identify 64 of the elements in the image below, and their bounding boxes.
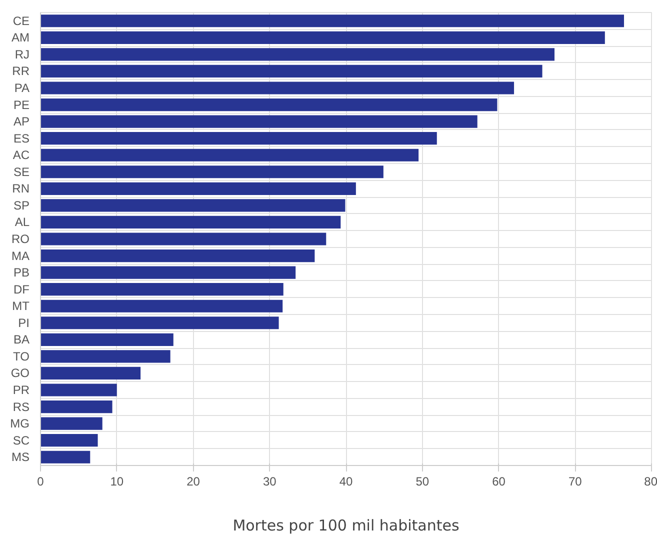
- bar: [40, 64, 542, 78]
- y-tick-label: AL: [14, 215, 30, 230]
- y-tick-label: AM: [12, 30, 30, 45]
- x-tick-label: 20: [186, 474, 200, 488]
- bar: [40, 450, 90, 464]
- x-tick-label: 10: [110, 474, 124, 488]
- bar: [40, 249, 315, 262]
- y-tick-label: RJ: [14, 47, 30, 62]
- bar: [40, 300, 283, 312]
- y-tick-label: SC: [12, 433, 30, 448]
- bar: [40, 232, 326, 246]
- y-tick-label: ES: [13, 131, 30, 146]
- y-tick-label: MA: [12, 248, 30, 263]
- bar: [40, 266, 296, 279]
- x-tick-label: 80: [644, 474, 657, 488]
- bar: [40, 166, 384, 178]
- bar: [40, 132, 437, 145]
- bar: [40, 366, 141, 380]
- y-tick-label: PI: [18, 316, 30, 330]
- y-tick-label: RR: [12, 64, 30, 78]
- bar: [40, 350, 170, 363]
- bar: [40, 417, 102, 430]
- x-tick-label: 50: [416, 474, 430, 488]
- bar: [40, 384, 117, 396]
- bar: [40, 400, 112, 414]
- y-tick-label: RO: [12, 232, 30, 246]
- y-tick-label: PB: [13, 266, 30, 280]
- bar: [40, 48, 555, 61]
- y-tick-label: PR: [12, 383, 30, 397]
- x-tick-label: 70: [568, 474, 582, 488]
- bar: [40, 82, 514, 94]
- bar: [40, 31, 605, 44]
- y-tick-label: MT: [12, 299, 30, 314]
- y-tick-label: PE: [13, 98, 30, 112]
- y-tick-label: TO: [13, 349, 30, 364]
- y-tick-label: BA: [13, 332, 30, 347]
- y-tick-label: DF: [14, 282, 30, 296]
- bar: [40, 283, 284, 296]
- bar: [40, 14, 624, 28]
- y-tick-label: AP: [13, 114, 30, 129]
- x-axis-title: Mortes por 100 mil habitantes: [232, 516, 460, 534]
- y-tick-label: RN: [12, 182, 30, 196]
- y-tick-label: PA: [14, 81, 30, 95]
- y-tick-label: MG: [10, 416, 30, 431]
- y-tick-label: SP: [13, 198, 30, 212]
- y-tick-label: CE: [12, 14, 30, 28]
- y-tick-label: RS: [12, 400, 30, 414]
- bar: [40, 115, 478, 128]
- x-tick-label: 0: [37, 474, 44, 488]
- y-tick-label: AC: [12, 148, 30, 162]
- bar: [40, 434, 98, 447]
- y-tick-label: MS: [12, 450, 30, 464]
- bar: [40, 98, 498, 112]
- bar: [40, 216, 341, 229]
- x-tick-label: 40: [339, 474, 353, 488]
- bar: [40, 199, 346, 212]
- y-tick-label: SE: [13, 164, 30, 179]
- y-tick-label: GO: [10, 366, 30, 380]
- bar: [40, 333, 174, 346]
- x-tick-label: 60: [492, 474, 506, 488]
- bar: [40, 148, 419, 162]
- bar: [40, 182, 356, 195]
- x-tick-label: 30: [262, 474, 277, 488]
- bar: [40, 316, 279, 330]
